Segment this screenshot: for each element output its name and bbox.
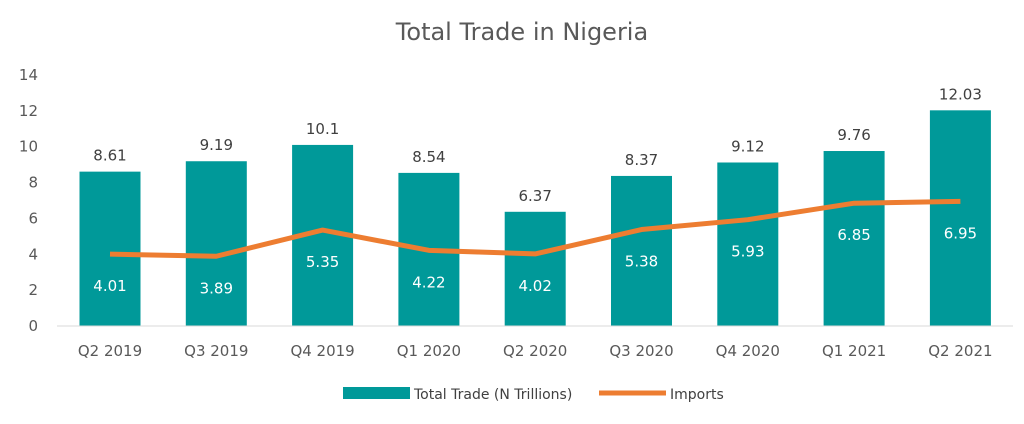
bar-total-trade bbox=[79, 171, 141, 326]
legend-swatch-total-trade bbox=[343, 387, 410, 399]
bar-data-label: 8.61 bbox=[93, 147, 126, 165]
x-tick-label: Q3 2019 bbox=[184, 342, 248, 360]
bar-series bbox=[79, 110, 991, 327]
x-tick-label: Q1 2021 bbox=[822, 342, 886, 360]
imports-data-label: 4.02 bbox=[518, 277, 551, 295]
bar-data-label: 6.37 bbox=[518, 187, 551, 205]
x-tick-label: Q3 2020 bbox=[609, 342, 673, 360]
imports-data-label: 5.93 bbox=[731, 243, 764, 261]
imports-line-series bbox=[109, 198, 961, 259]
y-tick-label: 12 bbox=[19, 102, 38, 120]
bar-data-label: 8.37 bbox=[625, 151, 658, 169]
bar-total-trade bbox=[929, 110, 991, 327]
bar-data-label: 10.1 bbox=[306, 120, 339, 138]
y-tick-label: 8 bbox=[28, 174, 38, 192]
imports-data-label: 5.35 bbox=[306, 253, 339, 271]
x-tick-label: Q2 2019 bbox=[78, 342, 142, 360]
legend-label-total-trade: Total Trade (N Trillions) bbox=[413, 387, 572, 403]
data-labels: 8.61 9.19 10.1 8.54 6.37 8.37 9.12 9.76 12.03 4.0… bbox=[93, 85, 982, 297]
x-tick-label: Q2 2021 bbox=[928, 342, 992, 360]
x-tick-label: Q4 2019 bbox=[290, 342, 354, 360]
x-tick-label: Q2 2020 bbox=[503, 342, 567, 360]
y-tick-label: 2 bbox=[28, 281, 38, 299]
imports-data-label: 6.95 bbox=[944, 224, 977, 242]
bar-total-trade bbox=[823, 151, 885, 326]
chart-title: Total Trade in Nigeria bbox=[395, 18, 648, 46]
imports-data-label: 4.01 bbox=[93, 277, 126, 295]
x-tick-label: Q1 2020 bbox=[397, 342, 461, 360]
bar-data-label: 9.12 bbox=[731, 137, 764, 155]
bar-data-label: 9.76 bbox=[837, 126, 870, 144]
bar-data-label: 8.54 bbox=[412, 148, 445, 166]
x-axis: Q2 2019 Q3 2019 Q4 2019 Q1 2020 Q2 2020 Q3 20… bbox=[78, 342, 993, 360]
y-tick-label: 4 bbox=[28, 245, 38, 263]
legend-label-imports: Imports bbox=[670, 387, 724, 403]
legend: Total Trade (N Trillions) Imports bbox=[343, 387, 724, 403]
bar-total-trade bbox=[185, 161, 247, 326]
y-axis: 0 2 4 6 8 10 12 14 bbox=[19, 66, 38, 335]
bar-data-label: 12.03 bbox=[939, 85, 982, 103]
imports-data-label: 3.89 bbox=[200, 279, 233, 297]
y-tick-label: 10 bbox=[19, 138, 38, 156]
bar-total-trade bbox=[717, 162, 779, 326]
imports-line bbox=[109, 198, 961, 259]
bar-data-label: 9.19 bbox=[200, 136, 233, 154]
x-tick-label: Q4 2020 bbox=[716, 342, 780, 360]
imports-data-label: 6.85 bbox=[837, 226, 870, 244]
imports-data-label: 5.38 bbox=[625, 253, 658, 271]
y-tick-label: 6 bbox=[28, 209, 38, 227]
y-tick-label: 0 bbox=[28, 317, 38, 335]
bar-total-trade bbox=[611, 175, 672, 326]
y-tick-label: 14 bbox=[19, 66, 38, 84]
imports-data-label: 4.22 bbox=[412, 273, 445, 291]
bar-total-trade bbox=[504, 211, 566, 326]
